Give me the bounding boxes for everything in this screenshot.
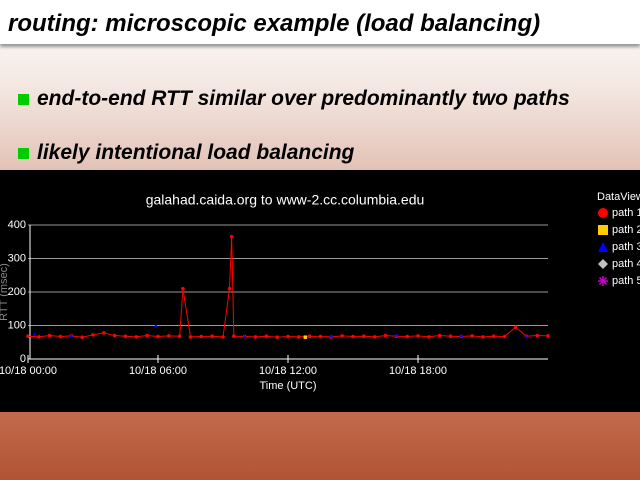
marker [405, 334, 409, 339]
marker [340, 334, 344, 338]
marker [437, 333, 442, 338]
x-tick-label: 10/18 12:00 [259, 365, 317, 377]
marker [227, 286, 232, 291]
x-tick-label: 10/18 18:00 [389, 365, 447, 377]
marker [481, 335, 485, 339]
marker [275, 335, 279, 340]
legend-label: path 3 [612, 241, 640, 253]
marker [154, 323, 158, 328]
marker [26, 334, 30, 339]
marker [253, 335, 258, 339]
legend-label: path 5 [612, 275, 640, 287]
marker [448, 334, 453, 339]
marker [524, 334, 529, 339]
marker [362, 334, 366, 339]
marker [156, 334, 160, 339]
x-axis-label: Time (UTC) [259, 380, 316, 392]
marker [229, 234, 234, 239]
legend-label: path 4 [612, 258, 640, 270]
marker [598, 225, 608, 235]
marker [394, 333, 399, 337]
marker [598, 208, 608, 218]
marker [598, 276, 608, 286]
marker [535, 333, 539, 338]
y-axis-label: RTT (msec) [0, 263, 10, 321]
marker [69, 333, 74, 338]
marker [37, 335, 41, 339]
bullet-text: end-to-end RTT similar over predominantl… [37, 87, 570, 110]
marker [598, 242, 608, 252]
marker [134, 335, 139, 339]
marker [112, 333, 117, 338]
marker [145, 333, 149, 338]
marker [307, 334, 312, 339]
marker [210, 334, 214, 339]
y-tick-label: 0 [20, 353, 26, 365]
marker [329, 333, 334, 338]
x-tick-label: 10/18 00:00 [0, 365, 57, 377]
y-tick-label: 200 [8, 286, 26, 298]
marker [383, 333, 388, 338]
legend-label: path 1 [612, 207, 640, 219]
bullet: end-to-end RTT similar over predominantl… [18, 86, 618, 111]
chart-background [0, 170, 640, 412]
marker [286, 334, 290, 339]
marker [91, 333, 95, 337]
marker [58, 334, 63, 339]
marker [318, 334, 323, 339]
marker [167, 334, 171, 338]
marker [123, 334, 128, 339]
marker [47, 333, 52, 338]
marker [264, 334, 269, 339]
marker [459, 333, 464, 338]
legend-title: DataView [597, 191, 640, 203]
marker [177, 334, 182, 339]
marker [470, 334, 474, 338]
chart: galahad.caida.org to www-2.cc.columbia.e… [0, 170, 640, 412]
marker [221, 335, 225, 339]
marker [199, 334, 204, 339]
marker [372, 335, 377, 339]
y-tick-label: 100 [8, 319, 26, 331]
marker [303, 335, 308, 340]
series-line [27, 236, 549, 338]
marker [80, 335, 84, 340]
marker [181, 286, 185, 291]
marker [546, 334, 550, 338]
marker [513, 325, 518, 329]
marker [188, 335, 193, 339]
marker [32, 332, 37, 336]
marker [242, 334, 247, 339]
y-tick-label: 300 [8, 252, 26, 264]
marker [297, 335, 301, 339]
marker [351, 334, 355, 339]
chart-title: galahad.caida.org to www-2.cc.columbia.e… [146, 192, 425, 208]
marker [232, 334, 236, 339]
marker [427, 335, 431, 339]
y-tick-label: 400 [8, 219, 26, 231]
title-bar [0, 0, 640, 44]
legend-label: path 2 [612, 224, 640, 236]
marker [492, 334, 496, 339]
x-tick-label: 10/18 06:00 [129, 365, 187, 377]
bullet-text: likely intentional load balancing [37, 141, 355, 164]
marker [416, 334, 420, 338]
marker [598, 259, 608, 269]
marker [502, 334, 507, 339]
bullet: likely intentional load balancing [18, 140, 618, 165]
marker [102, 331, 106, 335]
slide-title: routing: microscopic example (load balan… [8, 10, 541, 37]
